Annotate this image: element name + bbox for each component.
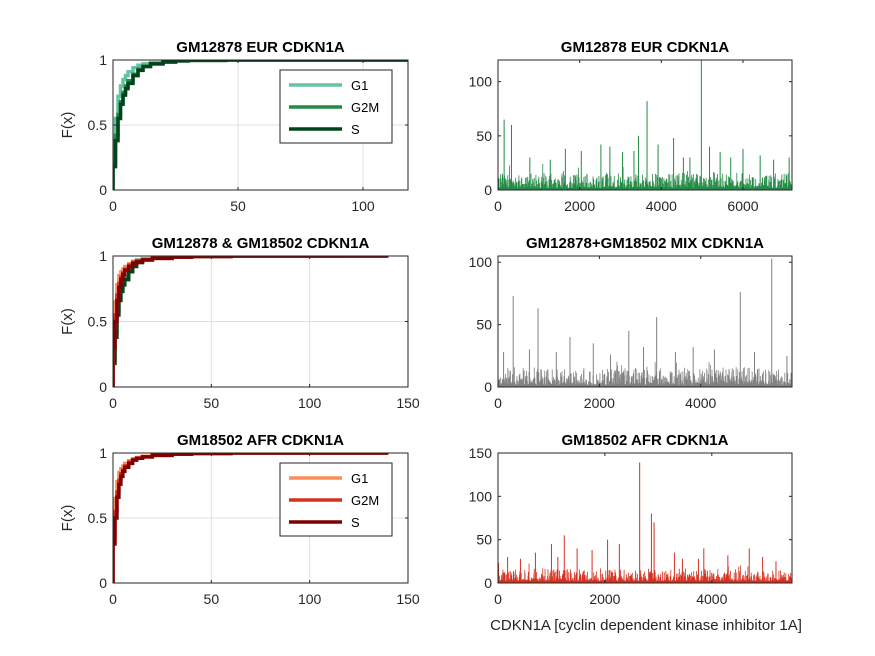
legend-label: G2M xyxy=(351,493,379,508)
cdf-series-line xyxy=(113,256,389,387)
axes-frame xyxy=(497,59,793,191)
y-tick-label: 0 xyxy=(99,182,107,198)
chart-cdf_afr: 0 50 100 150 0 0.5 1 GM18502 AFR CDKN1A F(x) G1 G2… xyxy=(59,432,420,607)
legend-label: G2M xyxy=(351,100,379,115)
x-tick-label: 50 xyxy=(204,395,220,411)
cdf-series-line xyxy=(113,453,389,583)
chart-cdf_mix: 0 50 100 150 0 0.5 1 GM12878 & GM18502 CDKN1A F(… xyxy=(59,235,420,411)
y-tick-label: 1 xyxy=(99,52,107,68)
x-tick-label: 4000 xyxy=(646,198,677,214)
chart-title: GM12878+GM18502 MIX CDKN1A xyxy=(526,235,764,252)
x-tick-label: 50 xyxy=(230,198,246,214)
y-axis-label: F(x) xyxy=(59,505,76,532)
y-tick-label: 0 xyxy=(484,182,492,198)
y-tick-label: 50 xyxy=(476,317,492,333)
x-tick-label: 4000 xyxy=(685,395,716,411)
chart-title: GM12878 & GM18502 CDKN1A xyxy=(152,235,370,252)
chart-bar_afr: 0 2000 4000 0 50 100 150 GM18502 AFR CDKN1A xyxy=(469,432,793,607)
x-tick-label: 100 xyxy=(298,591,322,607)
x-tick-label: 2000 xyxy=(589,591,620,607)
y-tick-label: 100 xyxy=(469,254,493,270)
plot-area xyxy=(498,462,792,583)
y-tick-label: 1 xyxy=(99,248,107,264)
y-tick-label: 0 xyxy=(484,379,492,395)
x-tick-label: 0 xyxy=(494,591,502,607)
cdf-series-line xyxy=(113,60,408,190)
chart-title: GM12878 EUR CDKN1A xyxy=(561,39,730,56)
chart-bar_eur: 0 2000 4000 6000 0 50 100 GM12878 EUR CDKN1A xyxy=(469,39,793,214)
legend-label: G1 xyxy=(351,78,368,93)
x-tick-label: 0 xyxy=(109,198,117,214)
legend-label: G1 xyxy=(351,471,368,486)
chart-title: GM18502 AFR CDKN1A xyxy=(562,432,729,449)
legend: G1 G2M S xyxy=(279,462,393,537)
axes-frame xyxy=(497,452,793,584)
axes-frame xyxy=(497,255,793,388)
chart-title: GM12878 EUR CDKN1A xyxy=(176,39,345,56)
x-tick-label: 100 xyxy=(298,395,322,411)
y-tick-label: 100 xyxy=(469,488,493,504)
y-tick-label: 0.5 xyxy=(88,314,108,330)
plot-area xyxy=(498,258,792,387)
y-axis-label: F(x) xyxy=(59,308,76,335)
plot-area xyxy=(113,60,408,190)
y-tick-label: 50 xyxy=(476,128,492,144)
x-tick-label: 2000 xyxy=(564,198,595,214)
chart-title: GM18502 AFR CDKN1A xyxy=(177,432,344,449)
x-tick-label: 0 xyxy=(494,395,502,411)
chart-bar_mix: 0 2000 4000 0 50 100 GM12878+GM18502 MIX CDKN1… xyxy=(469,235,793,411)
x-tick-label: 4000 xyxy=(696,591,727,607)
y-tick-label: 0.5 xyxy=(88,510,108,526)
x-tick-label: 50 xyxy=(204,591,220,607)
x-tick-label: 6000 xyxy=(727,198,758,214)
plot-area xyxy=(113,256,389,387)
x-tick-label: 2000 xyxy=(584,395,615,411)
legend-label: S xyxy=(351,122,360,137)
legend: G1 G2M S xyxy=(279,69,393,144)
legend-label: S xyxy=(351,515,360,530)
x-tick-label: 150 xyxy=(396,591,420,607)
x-tick-label: 0 xyxy=(109,395,117,411)
x-tick-label: 0 xyxy=(109,591,117,607)
y-tick-label: 150 xyxy=(469,445,493,461)
plot-area xyxy=(113,453,389,583)
y-axis-label: F(x) xyxy=(59,112,76,139)
x-axis-label: CDKN1A [cyclin dependent kinase inhibito… xyxy=(490,617,802,634)
y-tick-label: 0 xyxy=(99,379,107,395)
chart-cdf_eur: 0 50 100 0 0.5 1 GM12878 EUR CDKN1A F(x) G1 G2M S xyxy=(59,39,409,214)
y-tick-label: 100 xyxy=(469,74,493,90)
y-tick-label: 0 xyxy=(99,575,107,591)
y-tick-label: 50 xyxy=(476,532,492,548)
x-tick-label: 100 xyxy=(351,198,375,214)
y-tick-label: 1 xyxy=(99,445,107,461)
y-tick-label: 0 xyxy=(484,575,492,591)
y-tick-label: 0.5 xyxy=(88,117,108,133)
x-tick-label: 150 xyxy=(396,395,420,411)
x-tick-label: 0 xyxy=(494,198,502,214)
